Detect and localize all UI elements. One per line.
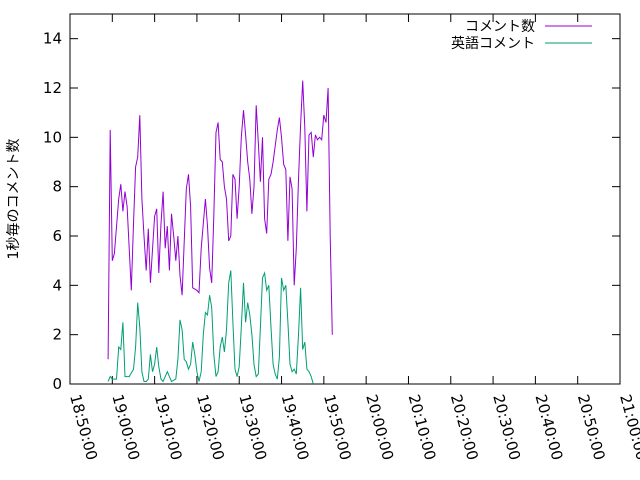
x-tick-label: 21:00:00 — [616, 392, 640, 462]
x-tick-label: 20:40:00 — [532, 392, 567, 462]
series-line-1 — [107, 80, 333, 360]
y-tick-label: 14 — [43, 30, 62, 48]
x-tick-label: 20:10:00 — [405, 392, 440, 462]
x-tick-label: 20:00:00 — [362, 392, 397, 462]
x-tick-label: 19:00:00 — [108, 392, 143, 462]
y-tick-label: 8 — [52, 178, 62, 196]
legend-label-2: 英語コメント — [451, 35, 535, 52]
y-tick-label: 10 — [43, 128, 62, 146]
x-tick-label: 20:20:00 — [447, 392, 482, 462]
y-tick-label: 6 — [52, 227, 62, 245]
y-tick-label: 0 — [52, 375, 62, 393]
x-tick-label: 19:30:00 — [235, 392, 270, 462]
plot-frame — [69, 13, 621, 385]
y-tick-label: 12 — [43, 79, 62, 97]
y-axis-label: 1秒毎のコメント数 — [6, 139, 22, 260]
x-tick-label: 20:50:00 — [574, 392, 609, 462]
series-line-2 — [107, 270, 314, 385]
x-tick-label: 20:30:00 — [489, 392, 524, 462]
y-tick-label: 4 — [52, 276, 62, 294]
x-tick-label: 19:40:00 — [278, 392, 313, 462]
x-tick-label: 18:50:00 — [66, 392, 101, 462]
x-tick-label: 19:20:00 — [193, 392, 228, 462]
x-tick-label: 19:50:00 — [320, 392, 355, 462]
y-tick-label: 2 — [52, 326, 62, 344]
legend-label-1: コメント数 — [465, 19, 535, 35]
x-tick-label: 19:10:00 — [151, 392, 186, 462]
